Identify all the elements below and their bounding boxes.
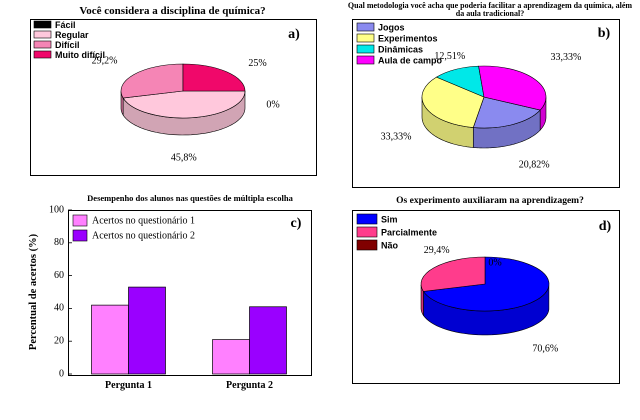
chart-a-data-label-2: 29,2% bbox=[92, 56, 118, 67]
chart-c-legend-label-0: Acertos no questionário 1 bbox=[92, 215, 195, 226]
chart-c-xtick-label-1: Pergunta 2 bbox=[226, 380, 273, 391]
chart-d-legend-swatch-2 bbox=[356, 239, 378, 251]
chart-b-legend-label-3: Aula de campo bbox=[378, 55, 443, 65]
chart-a-legend-swatch-0 bbox=[33, 20, 52, 29]
chart-c-bar-0-1 bbox=[128, 286, 166, 375]
chart-d-legend-label-2: Não bbox=[381, 240, 399, 250]
chart-b-panel-letter: b) bbox=[598, 26, 611, 41]
chart-b-data-label-2: 12,51% bbox=[434, 51, 465, 62]
chart-c-bar-1-1 bbox=[249, 306, 287, 375]
chart-b-legend-swatch-3 bbox=[356, 55, 375, 65]
chart-a-slice-2 bbox=[120, 63, 184, 99]
chart-c-title: Desempenho dos alunos nas questões de mú… bbox=[87, 193, 293, 203]
chart-c-legend-label-1: Acertos no questionário 2 bbox=[92, 230, 195, 241]
chart-c-xtick-label-0: Pergunta 1 bbox=[105, 380, 152, 391]
chart-d-slice-0 bbox=[422, 256, 550, 312]
chart-d-data-label-0: 70,6% bbox=[532, 344, 558, 355]
chart-d-panel-letter: d) bbox=[599, 219, 612, 234]
chart-c-ytick-label-2: 40 bbox=[54, 303, 64, 314]
chart-b-slice-1 bbox=[421, 76, 485, 128]
chart-c-ylabel: Percentual de acertos (%) bbox=[28, 233, 39, 350]
chart-a-legend-label-1: Regular bbox=[55, 30, 89, 40]
chart-c-ytick-label-5: 100 bbox=[49, 204, 64, 215]
chart-a-legend-label-2: Difícil bbox=[55, 40, 80, 50]
chart-b-frame bbox=[352, 19, 620, 188]
chart-d-title: Os experimento auxiliaram na aprendizage… bbox=[396, 196, 584, 206]
chart-d-slice-1 bbox=[420, 256, 486, 292]
chart-c-ytick-label-0: 0 bbox=[59, 368, 64, 379]
chart-c-panel-letter: c) bbox=[291, 216, 302, 231]
chart-b-legend-swatch-2 bbox=[356, 44, 375, 54]
chart-a-slice-1 bbox=[122, 90, 246, 119]
chart-a-legend-label-3: Muito difícil bbox=[55, 50, 105, 60]
chart-c-bar-0-0 bbox=[91, 304, 129, 375]
chart-b-data-label-3: 33,33% bbox=[550, 52, 581, 63]
chart-d-legend-swatch-0 bbox=[356, 213, 378, 225]
chart-c-ytick-label-3: 60 bbox=[54, 270, 64, 281]
chart-a-legend-swatch-2 bbox=[33, 40, 52, 49]
chart-a-panel-letter: a) bbox=[288, 27, 300, 42]
chart-b-data-label-0: 20,82% bbox=[519, 160, 550, 171]
chart-d-legend-label-0: Sim bbox=[381, 214, 398, 224]
chart-a-legend-label-0: Fácil bbox=[55, 20, 76, 30]
chart-a-legend-swatch-1 bbox=[33, 30, 52, 39]
chart-c-bar-1-0 bbox=[212, 339, 250, 375]
chart-d-legend-swatch-1 bbox=[356, 226, 378, 238]
chart-a-data-label-0: 0% bbox=[266, 99, 279, 110]
chart-a-data-label-3: 25% bbox=[248, 58, 266, 69]
chart-b-legend-swatch-1 bbox=[356, 33, 375, 43]
chart-b-legend-swatch-0 bbox=[356, 22, 375, 32]
chart-c-ytick-label-1: 20 bbox=[54, 335, 64, 346]
chart-c-legend-swatch-1 bbox=[72, 229, 88, 242]
chart-b-legend-label-1: Experimentos bbox=[378, 33, 438, 43]
chart-d-data-label-1: 29,4% bbox=[424, 245, 450, 256]
chart-c-legend-swatch-0 bbox=[72, 214, 88, 227]
chart-c-ytick-label-4: 80 bbox=[54, 237, 64, 248]
chart-d-legend-label-1: Parcialmente bbox=[381, 227, 437, 237]
chart-b-slice-3 bbox=[478, 65, 547, 111]
chart-a-slice-3 bbox=[182, 63, 246, 92]
chart-b-slice-0 bbox=[472, 96, 541, 129]
chart-a-data-label-1: 45,8% bbox=[171, 153, 197, 164]
chart-b-data-label-1: 33,33% bbox=[381, 132, 412, 143]
chart-b-legend-label-2: Dinâmicas bbox=[378, 44, 423, 54]
chart-a-legend-swatch-3 bbox=[33, 50, 52, 59]
chart-a-title: Você considera a disciplina de química? bbox=[79, 5, 266, 17]
chart-d-data-label-2: 0% bbox=[488, 257, 501, 268]
chart-b-title: Qual metodologia você acha que poderia f… bbox=[347, 1, 633, 19]
chart-b-legend-label-0: Jogos bbox=[378, 22, 405, 32]
